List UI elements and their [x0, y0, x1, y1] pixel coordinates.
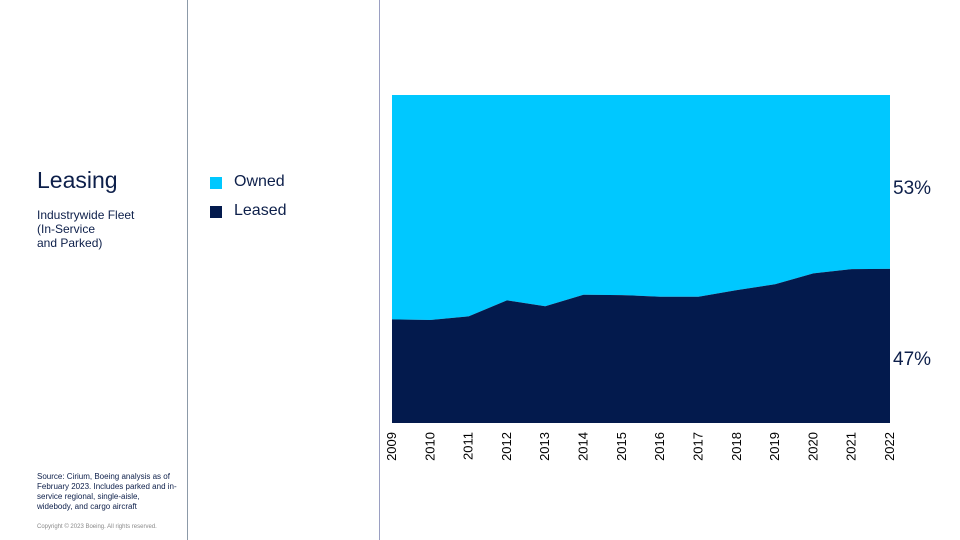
legend-swatch-owned — [210, 177, 222, 189]
x-tick-label: 2009 — [384, 432, 399, 461]
x-tick-label: 2014 — [576, 432, 591, 461]
x-tick-label: 2015 — [614, 432, 629, 461]
chart-title: Leasing — [37, 167, 118, 193]
series-area-leased — [392, 268, 890, 423]
copyright-note: Copyright © 2023 Boeing. All rights rese… — [37, 524, 157, 530]
x-tick-label: 2013 — [537, 432, 552, 461]
subtitle-line: and Parked) — [37, 236, 103, 250]
x-tick-label: 2017 — [690, 432, 705, 461]
x-tick-label: 2016 — [652, 432, 667, 461]
subtitle-line: (In-Service — [37, 222, 96, 236]
x-tick-label: 2010 — [422, 432, 437, 461]
x-tick-label: 2018 — [729, 432, 744, 461]
x-tick-label: 2012 — [499, 432, 514, 461]
legend-label-leased: Leased — [234, 202, 287, 219]
subtitle-line: Industrywide Fleet — [37, 208, 135, 222]
x-tick-label: 2011 — [461, 432, 476, 460]
legend-swatch-leased — [210, 206, 222, 218]
x-tick-label: 2020 — [805, 432, 820, 461]
x-tick-label: 2019 — [767, 432, 782, 461]
x-tick-label: 2022 — [882, 432, 897, 461]
left-divider — [187, 0, 188, 540]
source-note: Source: Cirium, Boeing analysis as of Fe… — [37, 472, 177, 511]
end-label-owned: 53% — [893, 178, 931, 199]
middle-divider — [379, 0, 380, 540]
x-tick-label: 2021 — [844, 432, 859, 461]
end-label-leased: 47% — [893, 349, 931, 370]
series-area-owned — [392, 95, 890, 321]
legend-label-owned: Owned — [234, 173, 285, 190]
